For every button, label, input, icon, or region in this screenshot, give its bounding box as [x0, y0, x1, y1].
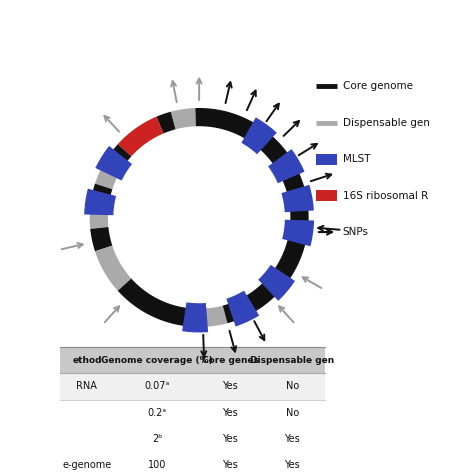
Text: Core genes: Core genes: [201, 356, 259, 365]
Polygon shape: [95, 159, 122, 189]
Text: e-genome: e-genome: [62, 460, 111, 470]
Text: Yes: Yes: [222, 382, 238, 392]
Polygon shape: [90, 202, 109, 229]
Polygon shape: [118, 117, 164, 156]
Polygon shape: [95, 246, 131, 291]
Text: SNPs: SNPs: [343, 227, 369, 237]
Text: 100: 100: [148, 460, 166, 470]
Polygon shape: [118, 279, 196, 327]
Text: Genome coverage (%): Genome coverage (%): [101, 356, 213, 365]
Text: Yes: Yes: [284, 434, 300, 444]
Text: Yes: Yes: [222, 460, 238, 470]
Polygon shape: [106, 144, 131, 169]
Bar: [61, 400, 325, 426]
Text: RNA: RNA: [76, 382, 97, 392]
Polygon shape: [241, 118, 277, 154]
Polygon shape: [227, 291, 259, 327]
Polygon shape: [268, 149, 305, 183]
Text: Yes: Yes: [222, 408, 238, 418]
Bar: [61, 347, 325, 374]
Polygon shape: [282, 185, 314, 212]
Polygon shape: [195, 306, 228, 327]
Polygon shape: [258, 265, 295, 301]
Bar: [316, 154, 337, 164]
Text: Yes: Yes: [284, 460, 300, 470]
Bar: [61, 374, 325, 400]
Text: No: No: [285, 382, 299, 392]
Text: Dispensable gen: Dispensable gen: [250, 356, 334, 365]
Polygon shape: [156, 112, 175, 134]
Text: 2ᵇ: 2ᵇ: [152, 434, 162, 444]
Polygon shape: [171, 108, 196, 129]
Text: ethod: ethod: [72, 356, 101, 365]
Text: 0.07ᵃ: 0.07ᵃ: [145, 382, 170, 392]
Bar: [61, 426, 325, 452]
Polygon shape: [95, 146, 132, 181]
Text: 0.2ᵃ: 0.2ᵃ: [147, 408, 167, 418]
Text: Core genome: Core genome: [343, 81, 412, 91]
Text: Dispensable gen: Dispensable gen: [343, 118, 429, 128]
Polygon shape: [195, 108, 309, 323]
Polygon shape: [282, 220, 314, 246]
Text: Yes: Yes: [222, 434, 238, 444]
Text: 16S ribosomal R: 16S ribosomal R: [343, 191, 428, 201]
Polygon shape: [182, 302, 208, 332]
Polygon shape: [91, 183, 112, 205]
Text: No: No: [285, 408, 299, 418]
Polygon shape: [84, 189, 116, 215]
Text: MLST: MLST: [343, 154, 370, 164]
Bar: [61, 452, 325, 474]
Polygon shape: [90, 227, 112, 251]
Bar: [316, 190, 337, 201]
